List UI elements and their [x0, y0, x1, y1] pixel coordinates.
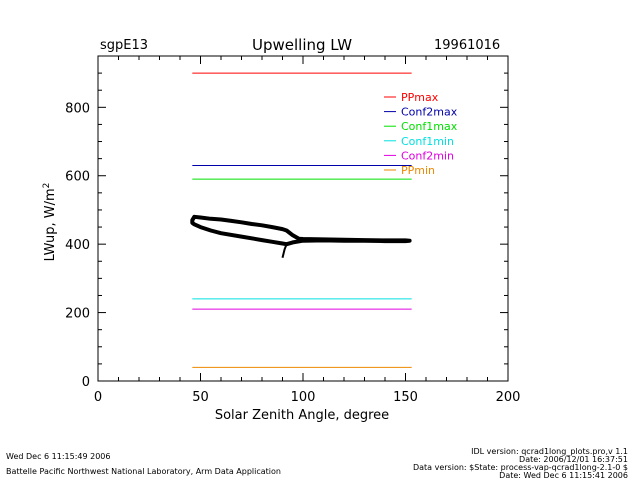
- x-tick-label: 150: [393, 390, 418, 405]
- limit-lines: [192, 72, 412, 368]
- data-series: [190, 214, 412, 259]
- y-tick-label: 0: [82, 375, 90, 390]
- footer-idl-version: IDL version: qcrad1long_plots.pro,v 1.1: [471, 447, 628, 456]
- footer-idl-date: Date: 2006/12/01 16:37:51: [519, 455, 628, 464]
- footer-timestamp: Wed Dec 6 11:15:49 2006: [6, 452, 111, 461]
- y-tick-label: 200: [65, 307, 90, 322]
- x-tick-label: 0: [94, 390, 102, 405]
- x-tick-label: 100: [291, 390, 316, 405]
- legend-label-ppmin: PPmin: [401, 164, 435, 177]
- y-tick-label: 600: [65, 170, 90, 185]
- chart-title: Upwelling LW: [252, 36, 353, 54]
- x-tick-label: 50: [192, 390, 209, 405]
- legend-label-conf2min: Conf2min: [401, 149, 454, 162]
- data-series-line: [190, 214, 412, 247]
- axes: 0 50 100 150 200 0 200 400 600 800: [65, 55, 521, 405]
- x-axis-label: Solar Zenith Angle, degree: [214, 408, 390, 423]
- legend-label-ppmax: PPmax: [401, 91, 439, 104]
- footer-data-version: Data version: $State: process-vap-qcrad1…: [412, 463, 628, 472]
- footer-data-date: Date: Wed Dec 6 11:15:41 2006: [499, 471, 628, 480]
- y-tick-label: 800: [65, 101, 90, 116]
- legend-label-conf2max: Conf2max: [401, 106, 458, 119]
- legend-label-conf1max: Conf1max: [401, 120, 458, 133]
- site-label: sgpE13: [100, 38, 149, 53]
- legend-label-conf1min: Conf1min: [401, 135, 454, 148]
- date-label: 19961016: [434, 38, 501, 53]
- x-tick-label: 200: [496, 390, 521, 405]
- y-tick-label: 400: [65, 238, 90, 253]
- data-series-spike: [281, 243, 288, 259]
- footer-organization: Battelle Pacific Northwest National Labo…: [6, 467, 281, 476]
